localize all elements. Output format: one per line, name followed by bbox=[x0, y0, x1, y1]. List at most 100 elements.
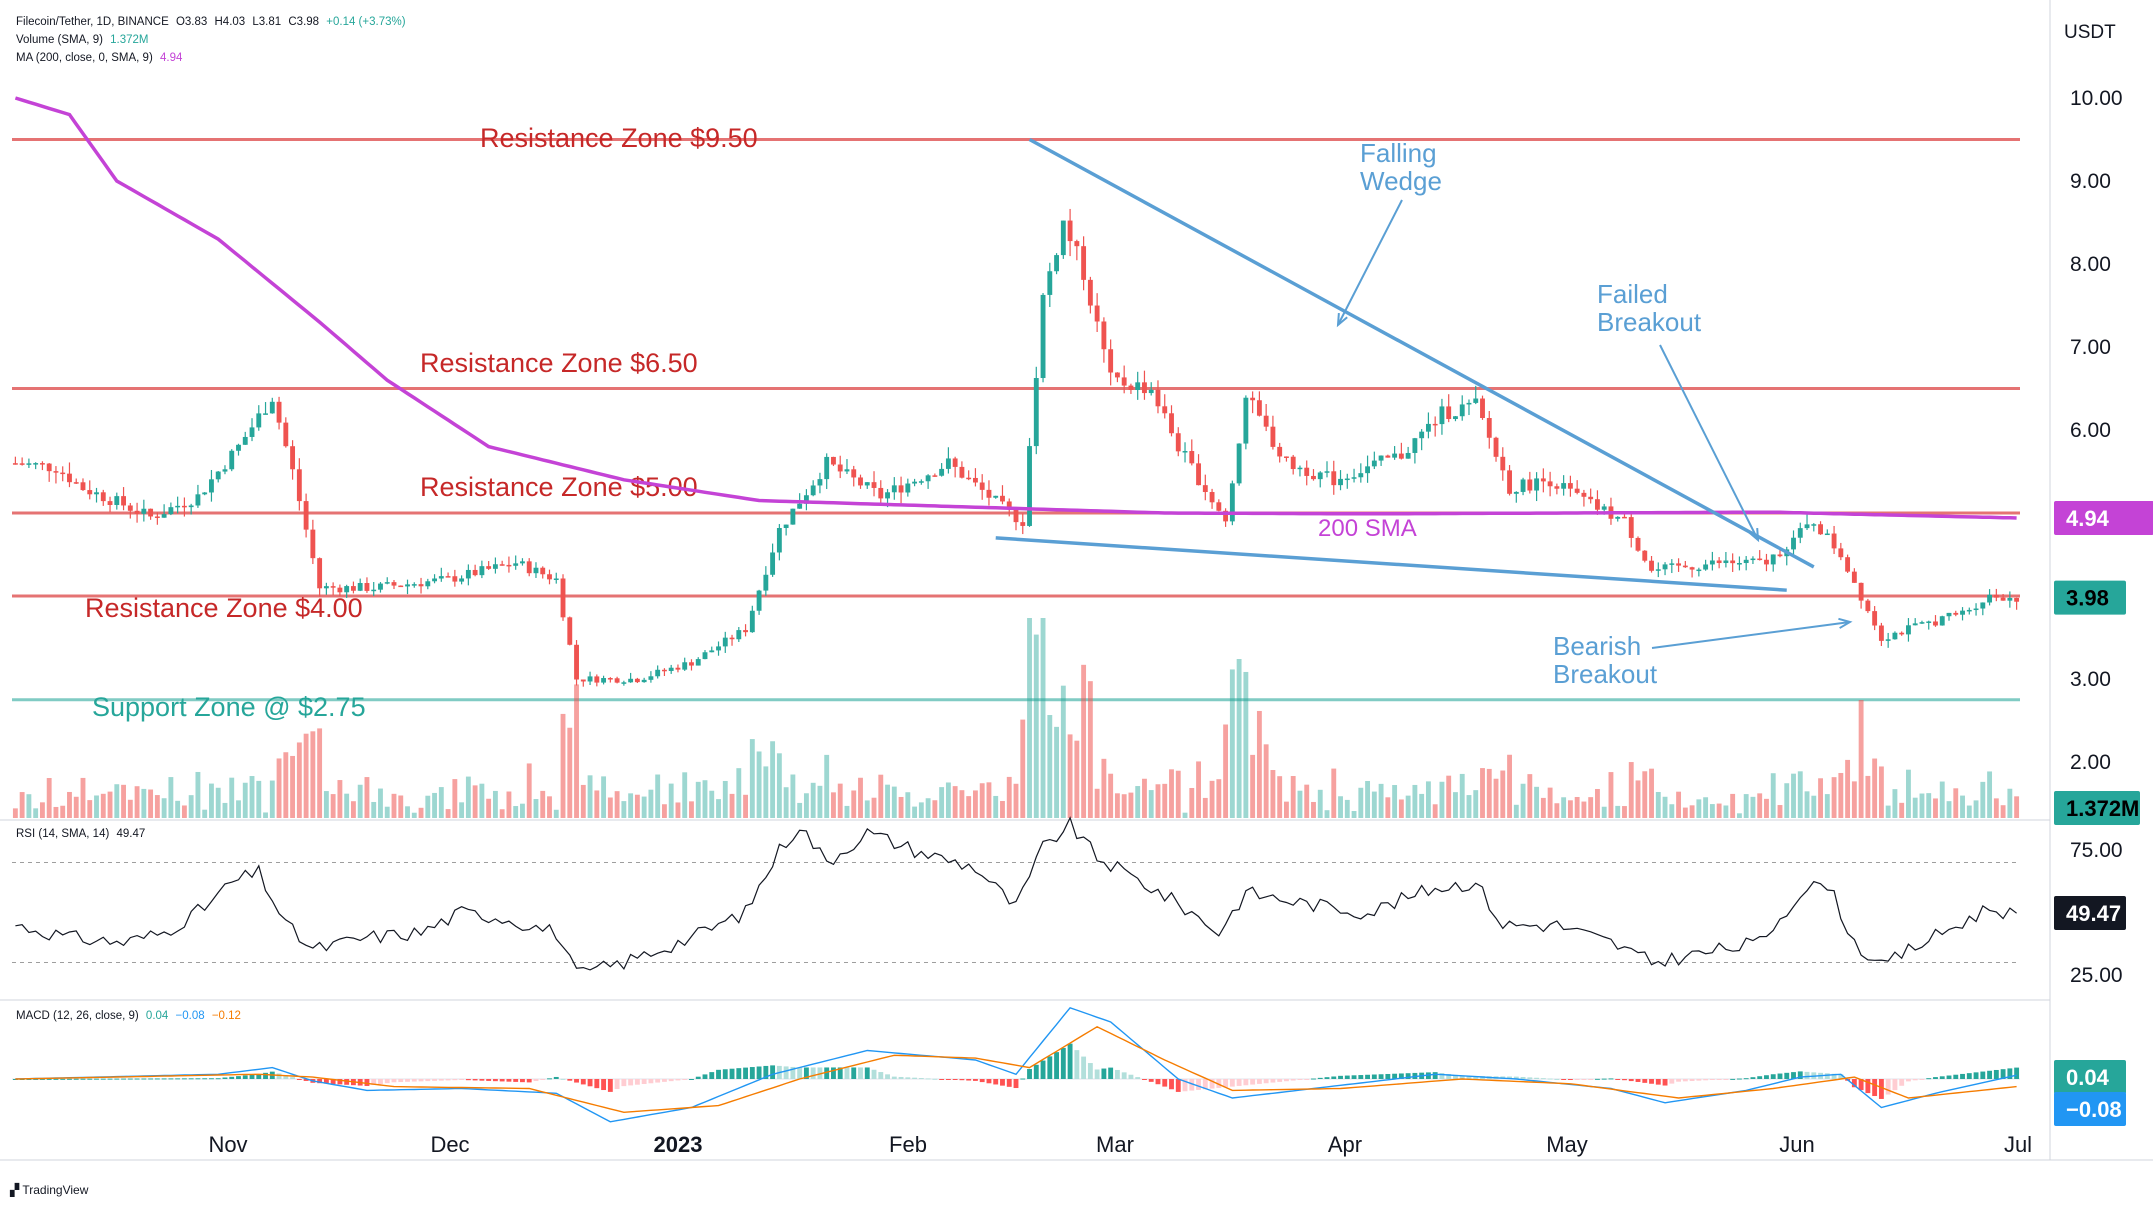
candle-body bbox=[621, 682, 627, 684]
time-tick-label: 2023 bbox=[654, 1132, 703, 1157]
price-tick-label: 2.00 bbox=[2070, 751, 2111, 774]
candle-body bbox=[1858, 582, 1864, 601]
volume-bar bbox=[1175, 770, 1181, 818]
volume-bar bbox=[594, 790, 600, 818]
macd-histogram-bar bbox=[486, 1079, 492, 1081]
candle-body bbox=[580, 679, 586, 682]
candle-body bbox=[1662, 564, 1668, 570]
volume-bar bbox=[256, 780, 262, 818]
macd-histogram-bar bbox=[675, 1079, 681, 1081]
macd-histogram-bar bbox=[1669, 1079, 1675, 1084]
volume-bar bbox=[1006, 776, 1012, 818]
volume-bar bbox=[134, 786, 140, 818]
volume-bar bbox=[952, 786, 958, 818]
macd-histogram-bar bbox=[1223, 1079, 1229, 1088]
macd-histogram-bar bbox=[236, 1076, 241, 1079]
volume-bar bbox=[763, 766, 769, 818]
volume-bar bbox=[391, 793, 397, 818]
volume-bar bbox=[1595, 788, 1600, 818]
macd-histogram-bar bbox=[797, 1067, 803, 1079]
volume-bar bbox=[1101, 758, 1107, 818]
candle-body bbox=[844, 469, 850, 472]
candle-body bbox=[1094, 305, 1100, 322]
candle-body bbox=[540, 567, 546, 575]
volume-bar bbox=[891, 786, 897, 818]
volume-bar bbox=[1534, 786, 1540, 818]
macd-histogram-bar bbox=[1047, 1056, 1053, 1079]
macd-histogram-bar bbox=[749, 1067, 755, 1079]
volume-bar bbox=[1027, 618, 1032, 818]
macd-histogram-bar bbox=[1676, 1079, 1682, 1082]
rsi-title: RSI (14, SMA, 14) bbox=[16, 828, 110, 840]
volume-bar bbox=[661, 804, 667, 818]
volume-bar bbox=[141, 788, 147, 818]
sma-price-badge-bg bbox=[2054, 500, 2153, 535]
volume-bar bbox=[695, 781, 701, 818]
candle-body bbox=[851, 469, 857, 478]
candle-body bbox=[1791, 537, 1796, 550]
candle-body bbox=[864, 482, 870, 486]
candle-body bbox=[411, 584, 417, 586]
macd-histogram-bar bbox=[242, 1075, 248, 1079]
candle-body bbox=[878, 487, 884, 499]
macd-histogram-bar bbox=[736, 1068, 742, 1079]
macd-histogram-bar bbox=[1953, 1074, 1959, 1079]
macd-histogram-bar bbox=[391, 1079, 397, 1083]
macd-histogram-bar bbox=[912, 1077, 918, 1079]
candle-body bbox=[459, 578, 465, 582]
macd-histogram-bar bbox=[1804, 1071, 1810, 1079]
candle-body bbox=[1006, 501, 1012, 510]
candle-body bbox=[1324, 471, 1330, 473]
candle-body bbox=[1270, 426, 1276, 447]
level-label: Resistance Zone $5.00 bbox=[420, 472, 698, 502]
macd-histogram-bar bbox=[668, 1079, 674, 1082]
candle-body bbox=[1033, 378, 1039, 447]
candle-body bbox=[932, 475, 938, 477]
candle-body bbox=[1223, 510, 1229, 522]
volume-bar bbox=[1993, 798, 1999, 818]
macd-signal-line bbox=[15, 1026, 2017, 1114]
candle-body bbox=[1838, 548, 1844, 558]
volume-bar bbox=[2014, 796, 2020, 818]
macd-histogram-bar bbox=[1973, 1072, 1979, 1079]
volume-bar bbox=[1412, 784, 1418, 818]
candle-body bbox=[1142, 382, 1147, 394]
volume-bar bbox=[1040, 618, 1046, 818]
candle-body bbox=[1385, 455, 1391, 458]
macd-histogram-bar bbox=[1236, 1079, 1242, 1086]
volume-bar bbox=[465, 776, 471, 818]
volume-bar bbox=[1169, 769, 1174, 818]
macd-histogram-bar bbox=[716, 1069, 721, 1079]
macd-histogram-bar bbox=[256, 1074, 262, 1079]
macd-histogram-bar bbox=[317, 1079, 323, 1084]
volume-bar bbox=[1507, 754, 1512, 818]
symbol-legend: Filecoin/Tether, 1D, BINANCE O3.83 H4.03… bbox=[16, 16, 410, 28]
macd-histogram-bar bbox=[1919, 1079, 1925, 1080]
macd-histogram-bar bbox=[39, 1078, 45, 1080]
candle-body bbox=[398, 585, 404, 588]
volume-badge: 1.372M bbox=[2066, 796, 2139, 821]
macd-histogram-bar bbox=[1987, 1070, 1993, 1079]
volume-bar bbox=[1209, 780, 1215, 818]
volume-bar bbox=[1453, 792, 1458, 818]
volume-bar bbox=[1791, 773, 1796, 818]
macd-histogram-bar bbox=[1791, 1072, 1796, 1079]
macd-histogram-bar bbox=[12, 1079, 18, 1080]
macd-histogram-bar bbox=[1980, 1071, 1986, 1079]
volume-bar bbox=[1622, 806, 1627, 818]
macd-histogram-bar bbox=[452, 1079, 458, 1081]
volume-bar bbox=[682, 772, 688, 818]
candle-body bbox=[26, 463, 32, 465]
price-axis[interactable]: USDT 10.00 9.00 8.00 7.00 6.00 3.00 2.00 75.00 25… bbox=[2054, 22, 2153, 1126]
macd-histogram-bar bbox=[1946, 1075, 1952, 1079]
time-axis[interactable]: Nov Dec 2023 Feb Mar Apr May Jun Jul bbox=[208, 1132, 2032, 1157]
volume-bar bbox=[851, 790, 857, 818]
tradingview-logo[interactable]: ▞ TradingView bbox=[10, 1183, 88, 1197]
volume-bar bbox=[1378, 783, 1384, 818]
volume-bar bbox=[1885, 805, 1891, 818]
candle-body bbox=[337, 587, 343, 593]
candle-body bbox=[837, 464, 843, 472]
macd-histogram-bar bbox=[181, 1078, 187, 1080]
macd-histogram-bar bbox=[1439, 1073, 1445, 1079]
